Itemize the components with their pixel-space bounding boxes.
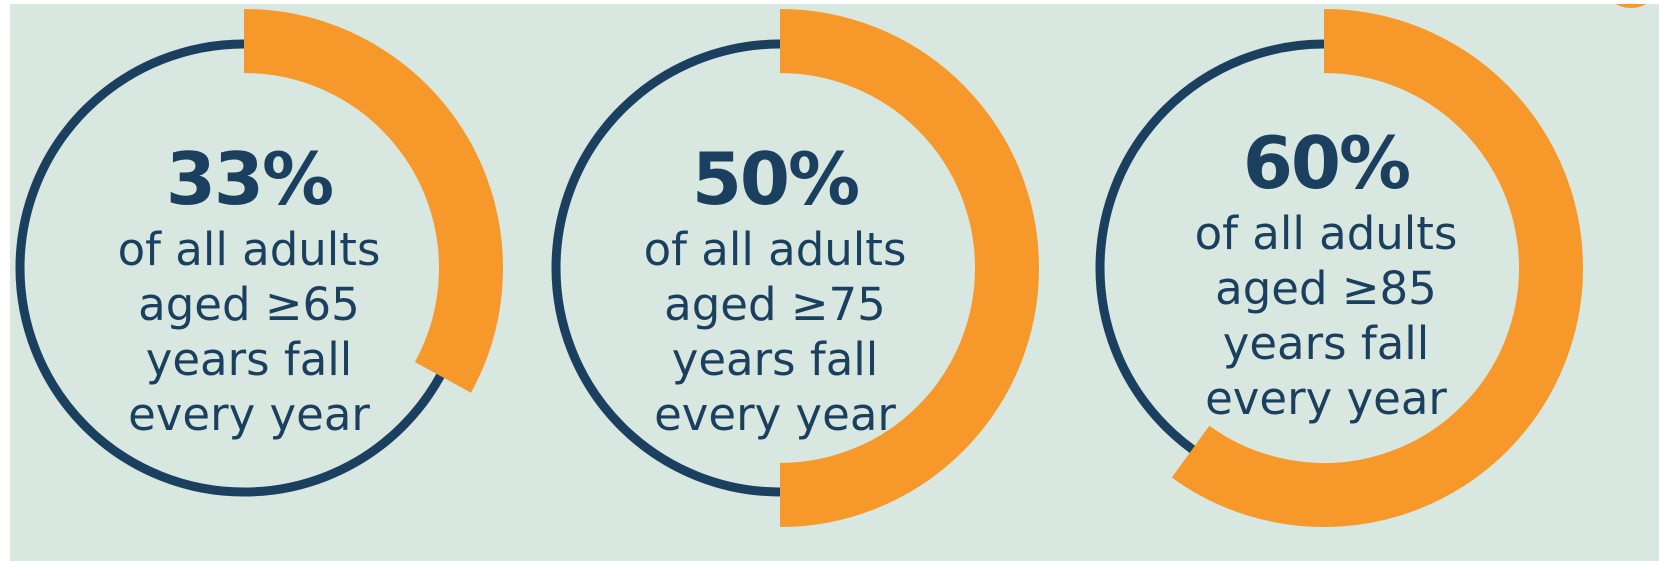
stat-description-line: aged ≥75 <box>664 278 886 331</box>
stat-description: of all adults aged ≥85 years fall every … <box>1066 206 1586 426</box>
stat-percentage: 33% <box>165 137 334 221</box>
donut-value-arc <box>243 9 503 393</box>
infographic: 33% of all adults aged ≥65 years fall ev… <box>10 4 1659 561</box>
donut-value-arc <box>779 9 1039 527</box>
stat-description-line: aged ≥85 <box>1215 262 1437 315</box>
stat-description-line: every year <box>128 388 370 441</box>
stat-description-line: of all adults <box>1194 207 1458 260</box>
stat-percentage: 50% <box>691 137 860 221</box>
stat-block-85: 60% of all adults aged ≥85 years fall ev… <box>1066 122 1586 426</box>
donut-value-arc <box>1171 9 1583 527</box>
stat-description-line: years fall <box>145 333 353 386</box>
fall-statistics-panel <box>10 4 1659 561</box>
stat-description-line: years fall <box>1222 317 1430 370</box>
stat-description-line: aged ≥65 <box>138 278 360 331</box>
stat-block-75: 50% of all adults aged ≥75 years fall ev… <box>515 138 1035 442</box>
stat-description: of all adults aged ≥65 years fall every … <box>10 222 509 442</box>
stat-description-line: years fall <box>671 333 879 386</box>
stat-percentage: 60% <box>1242 121 1411 205</box>
stat-description: of all adults aged ≥75 years fall every … <box>515 222 1035 442</box>
stat-description-line: every year <box>1205 372 1447 425</box>
stat-description-line: of all adults <box>643 223 907 276</box>
stat-description-line: of all adults <box>117 223 381 276</box>
stat-block-65: 33% of all adults aged ≥65 years fall ev… <box>10 138 509 442</box>
stat-description-line: every year <box>654 388 896 441</box>
